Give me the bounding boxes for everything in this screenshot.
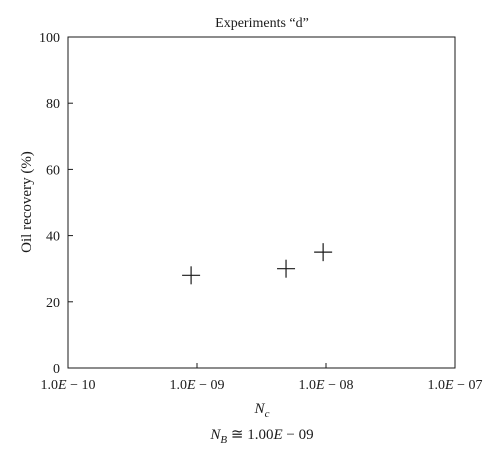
x-tick-mantissa: 1.0 [41, 378, 59, 393]
y-tick-label: 0 [53, 362, 60, 377]
y-axis: 0 20 40 60 80 100 [39, 31, 73, 377]
nb-note-sub: B [220, 434, 227, 446]
x-tick-e: E [315, 378, 325, 393]
x-tick-label: 1.0E − 07 [428, 378, 483, 393]
y-axis-label: Oil recovery (%) [19, 151, 35, 253]
x-tick-mantissa: 1.0 [428, 378, 446, 393]
data-point [277, 259, 296, 278]
x-axis-label-main: N [254, 401, 266, 417]
x-tick-e: E [57, 378, 67, 393]
y-tick-label: 100 [39, 31, 60, 46]
x-axis: 1.0E − 10 1.0E − 09 1.0E − 08 1.0E − 07 [41, 363, 483, 393]
y-tick-label: 60 [46, 163, 60, 178]
chart-title: Experiments “d” [215, 16, 309, 31]
nb-note-e: E [272, 427, 282, 443]
data-point [182, 266, 201, 285]
y-tick-label: 80 [46, 97, 60, 112]
x-tick-mantissa: 1.0 [170, 378, 188, 393]
x-tick-label: 1.0E − 10 [41, 378, 96, 393]
x-axis-label: Nc [254, 401, 270, 420]
x-tick-label: 1.0E − 09 [170, 378, 225, 393]
x-tick-mantissa: 1.0 [299, 378, 317, 393]
x-tick-e: E [186, 378, 196, 393]
nb-note-value: ≅ 1.00 [227, 427, 273, 443]
x-axis-label-sub: c [265, 408, 270, 420]
nb-note-exp: − 09 [283, 427, 314, 443]
x-tick-exponent: − 07 [454, 378, 483, 393]
y-tick-label: 20 [46, 296, 60, 311]
x-tick-exponent: − 09 [196, 378, 225, 393]
data-points [182, 243, 333, 285]
plot-area [67, 36, 456, 369]
nb-note-symbol: N [209, 427, 221, 443]
data-point [314, 243, 333, 262]
nb-note: NB ≅ 1.00E − 09 [209, 427, 313, 446]
x-tick-label: 1.0E − 08 [299, 378, 354, 393]
x-tick-e: E [444, 378, 454, 393]
x-tick-exponent: − 08 [325, 378, 354, 393]
y-tick-label: 40 [46, 230, 60, 245]
x-tick-exponent: − 10 [67, 378, 96, 393]
